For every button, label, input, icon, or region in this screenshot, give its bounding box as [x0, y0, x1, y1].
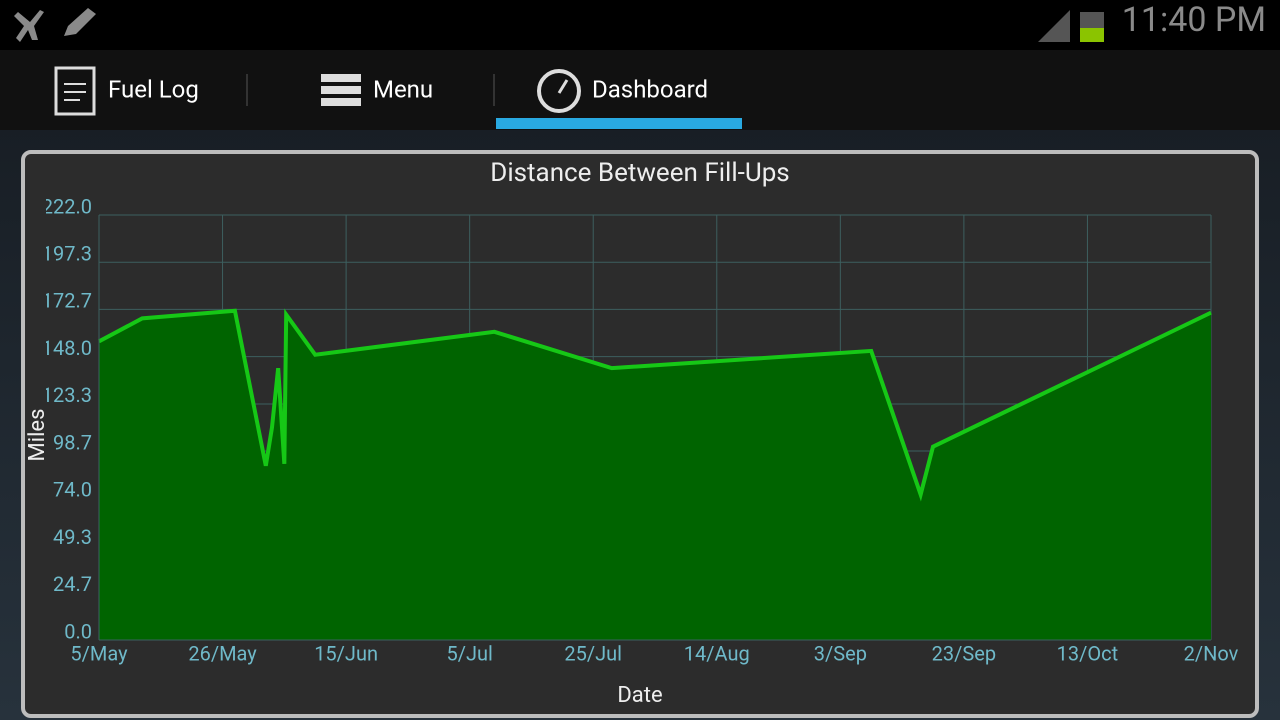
y-tick-label: 0.0	[64, 619, 92, 643]
tab-dashboard[interactable]: Dashboard	[537, 69, 708, 113]
x-tick-label: 5/May	[70, 641, 128, 665]
tab-label: Dashboard	[592, 75, 708, 103]
clipboard-icon	[54, 66, 96, 116]
x-tick-label: 15/Jun	[314, 641, 378, 665]
edit-icon	[64, 8, 96, 36]
signal-icon	[1038, 10, 1070, 42]
x-tick-label: 26/May	[188, 641, 257, 665]
tab-label: Menu	[373, 75, 433, 103]
x-tick-label: 5/Jul	[446, 641, 492, 665]
notification-icon	[14, 10, 44, 42]
battery-level	[1080, 28, 1104, 42]
y-tick-label: 172.7	[42, 289, 92, 313]
tab-fuel-log[interactable]: Fuel Log	[54, 66, 199, 116]
clipboard-lines	[64, 83, 86, 101]
menu-icon	[321, 74, 361, 106]
area-fill	[99, 310, 1211, 640]
plot: 0.0 24.7 49.3 74.0 98.7 123.3 148.0 172.7 197.3 2…	[42, 194, 1239, 665]
x-axis-label: Date	[617, 683, 662, 708]
y-tick-label: 24.7	[53, 572, 92, 596]
x-tick-label: 14/Aug	[684, 641, 750, 665]
clock: 11:40 PM	[1122, 0, 1266, 40]
x-tick-label: 25/Jul	[564, 641, 622, 665]
gauge-needle	[557, 79, 569, 94]
tab-bar	[0, 50, 1280, 130]
tab-label: Fuel Log	[108, 75, 199, 103]
chart-title: Distance Between Fill-Ups	[490, 158, 789, 188]
y-tick-label: 197.3	[42, 242, 92, 266]
y-tick-label: 98.7	[53, 430, 92, 454]
y-tick-label: 222.0	[42, 194, 92, 218]
x-tick-label: 13/Oct	[1057, 641, 1119, 665]
tab-indicator	[496, 118, 742, 129]
x-tick-label: 2/Nov	[1184, 641, 1239, 665]
y-axis-label: Miles	[25, 409, 50, 462]
x-tick-label: 3/Sep	[814, 641, 867, 665]
y-tick-label: 123.3	[42, 383, 92, 407]
tab-menu[interactable]: Menu	[321, 74, 433, 106]
y-tick-label: 148.0	[42, 336, 92, 360]
y-tick-label: 49.3	[53, 525, 92, 549]
y-tick-label: 74.0	[53, 478, 92, 502]
gauge-icon	[537, 69, 581, 113]
x-tick-label: 23/Sep	[932, 641, 996, 665]
data-line	[98, 308, 1212, 502]
y-tick-labels: 0.0 24.7 49.3 74.0 98.7 123.3 148.0 172.7 197.3 2…	[42, 194, 92, 643]
